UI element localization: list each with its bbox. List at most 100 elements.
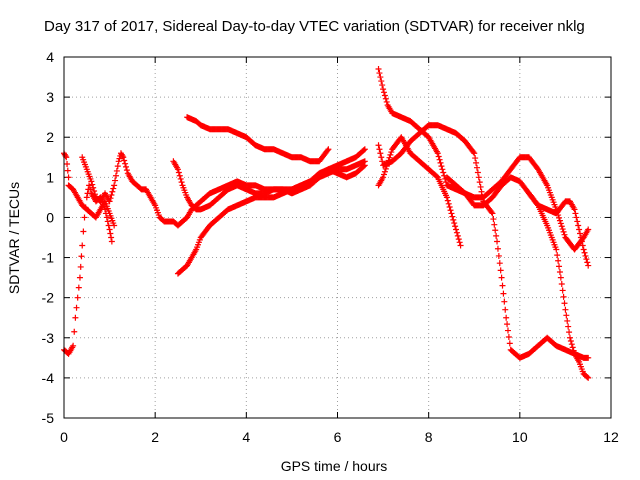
data-point — [107, 230, 114, 237]
data-point — [447, 207, 454, 214]
data-point — [496, 260, 503, 267]
y-tick-label: -1 — [42, 250, 55, 266]
data-point — [107, 195, 114, 202]
data-point — [560, 293, 567, 300]
plot-frame — [63, 56, 612, 419]
data-point — [443, 194, 450, 201]
data-point — [74, 294, 81, 301]
data-point — [498, 274, 505, 281]
data-point — [579, 242, 586, 249]
data-point — [557, 274, 564, 281]
data-point — [585, 354, 592, 361]
data-point — [82, 204, 89, 211]
data-point — [582, 252, 589, 259]
data-point — [472, 155, 479, 162]
data-point — [499, 282, 506, 289]
data-point — [388, 149, 395, 156]
data-point — [567, 337, 574, 344]
data-point — [382, 165, 389, 172]
data-point — [563, 312, 570, 319]
chart-title: Day 317 of 2017, Sidereal Day-to-day VTE… — [44, 18, 585, 35]
data-point — [457, 242, 464, 249]
data-point — [585, 374, 592, 381]
data-point — [453, 229, 460, 236]
data-point — [380, 89, 387, 96]
data-point — [112, 177, 119, 184]
data-point — [361, 146, 368, 153]
data-point — [65, 174, 72, 181]
y-tick-label: 4 — [46, 49, 54, 65]
data-point — [108, 191, 115, 198]
y-tick-label: -4 — [42, 370, 55, 386]
data-point — [376, 70, 383, 77]
data-point — [90, 184, 97, 191]
data-point — [75, 284, 82, 291]
y-tick-label: -3 — [42, 330, 55, 346]
data-point — [78, 253, 85, 260]
data-point — [585, 262, 592, 269]
data-point — [76, 274, 83, 281]
data-point — [439, 166, 446, 173]
y-axis-label: SDTVAR / TECUs — [6, 182, 22, 294]
y-tick-label: -5 — [42, 410, 55, 426]
data-point — [561, 300, 568, 307]
data-point — [378, 78, 385, 85]
data-point — [571, 206, 578, 213]
data-point — [565, 323, 572, 330]
x-tick-label: 6 — [334, 429, 342, 445]
data-point — [455, 236, 462, 243]
data-point — [77, 263, 84, 270]
data-point — [453, 226, 460, 233]
series-track-8 — [375, 122, 592, 361]
data-point — [506, 340, 513, 347]
data-point — [473, 164, 480, 171]
data-point — [449, 213, 456, 220]
data-point — [377, 150, 384, 157]
data-point — [478, 188, 485, 195]
data-point — [70, 342, 77, 349]
y-tick-label: 0 — [46, 209, 54, 225]
data-point — [452, 223, 459, 230]
data-point — [106, 198, 113, 205]
data-point — [381, 168, 388, 175]
data-point — [116, 155, 123, 162]
data-point — [104, 218, 111, 225]
x-tick-label: 0 — [60, 429, 68, 445]
data-point — [446, 204, 453, 211]
x-tick-label: 4 — [242, 429, 250, 445]
data-point — [360, 147, 367, 154]
data-point — [103, 214, 110, 221]
data-point — [494, 245, 501, 252]
data-point — [71, 328, 78, 335]
data-point — [102, 206, 109, 213]
data-point — [492, 227, 499, 234]
data-point — [83, 194, 90, 201]
data-point — [79, 242, 86, 249]
data-point — [80, 228, 87, 235]
data-point — [178, 179, 185, 186]
data-point — [110, 185, 117, 192]
data-point — [489, 210, 496, 217]
data-point — [505, 333, 512, 340]
data-point — [438, 163, 445, 170]
data-point — [574, 218, 581, 225]
data-point — [566, 334, 573, 341]
data-point — [113, 167, 120, 174]
data-point — [488, 209, 495, 216]
data-point — [583, 256, 590, 263]
data-point — [325, 146, 332, 153]
data-point — [502, 306, 509, 313]
data-point — [115, 158, 122, 165]
data-point — [112, 172, 119, 179]
data-point — [64, 167, 71, 174]
data-point — [102, 210, 109, 217]
data-point — [503, 314, 510, 321]
data-point — [380, 171, 387, 178]
y-tick-label: 2 — [46, 129, 54, 145]
data-point — [123, 167, 130, 174]
data-point — [558, 223, 565, 230]
data-point — [450, 216, 457, 223]
data-point — [445, 200, 452, 207]
series-track-5 — [174, 158, 368, 277]
